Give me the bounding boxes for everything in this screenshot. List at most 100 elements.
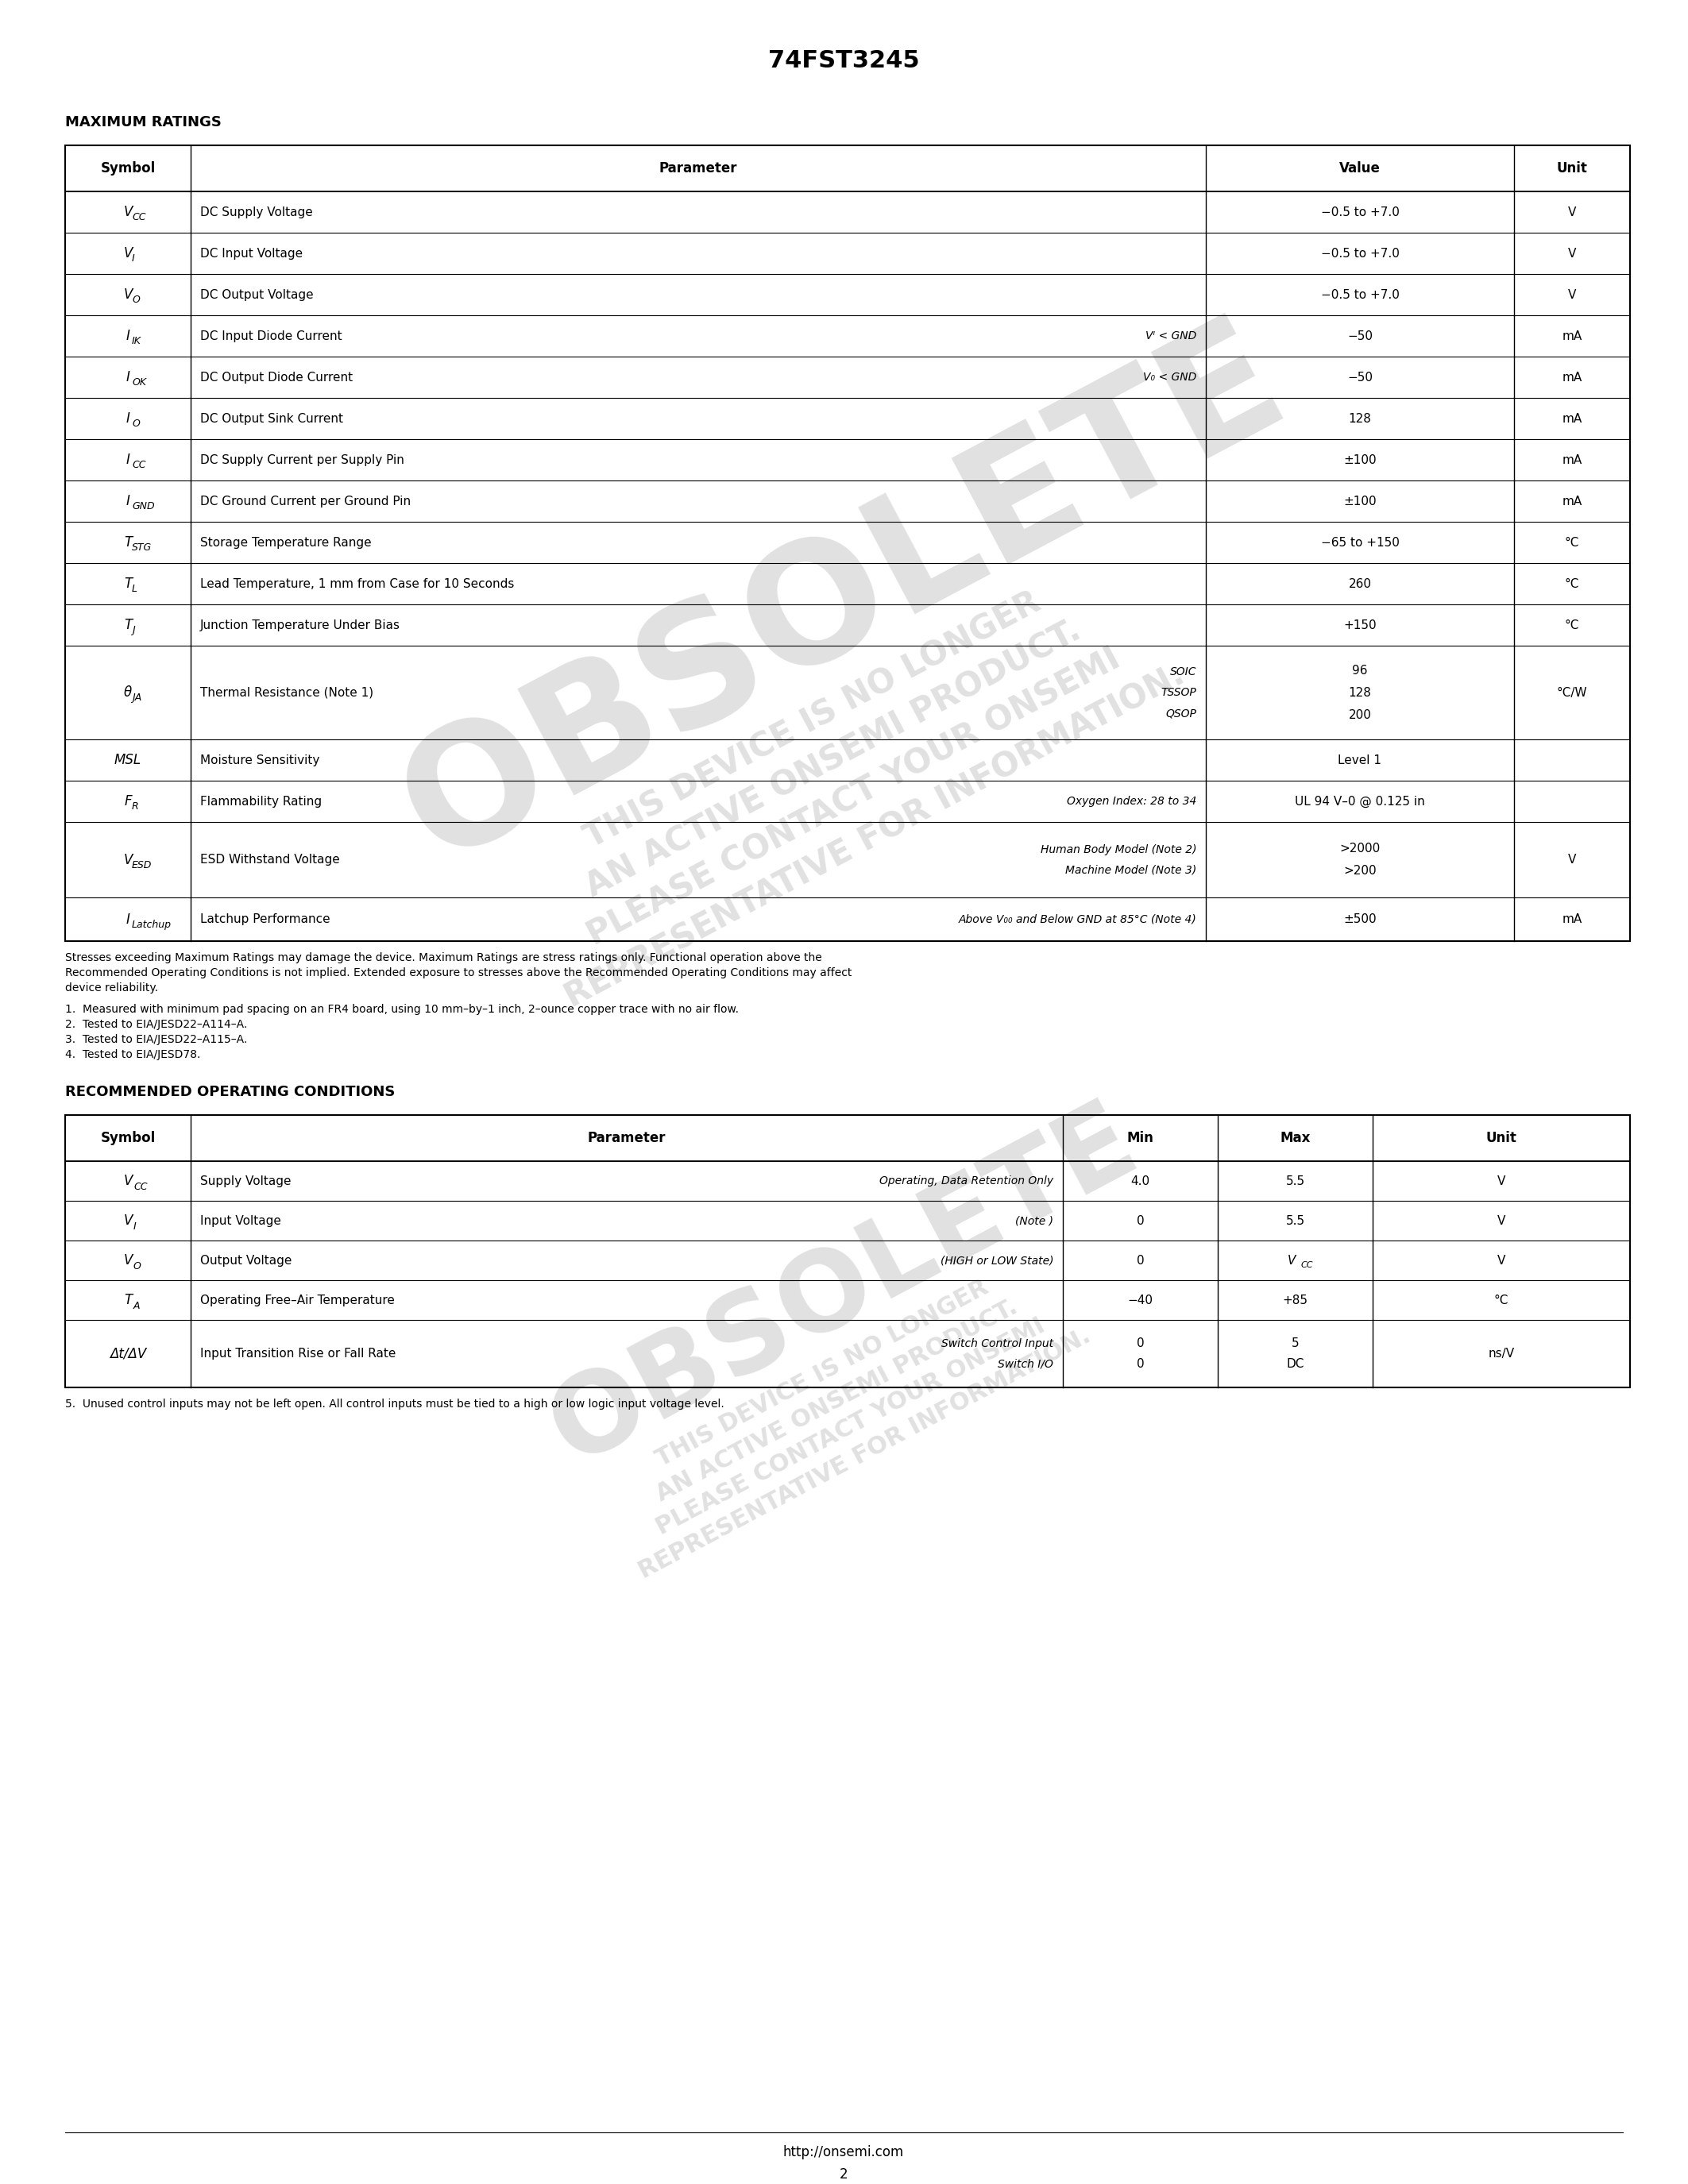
Text: 74FST3245: 74FST3245: [768, 50, 920, 72]
Text: mA: mA: [1561, 371, 1582, 382]
Text: JA: JA: [132, 692, 142, 703]
Text: 4.  Tested to EIA/JESD78.: 4. Tested to EIA/JESD78.: [66, 1048, 201, 1059]
Text: 0: 0: [1136, 1254, 1144, 1267]
Text: ns/V: ns/V: [1489, 1348, 1514, 1361]
Text: +150: +150: [1344, 618, 1376, 631]
Text: V: V: [1497, 1214, 1506, 1227]
Text: DC Supply Voltage: DC Supply Voltage: [201, 205, 312, 218]
Text: V: V: [123, 1214, 132, 1227]
Text: CC: CC: [132, 212, 145, 223]
Text: °C: °C: [1565, 579, 1580, 590]
Text: V: V: [1497, 1254, 1506, 1267]
Text: V: V: [123, 247, 132, 260]
Text: Supply Voltage: Supply Voltage: [201, 1175, 290, 1186]
Text: J: J: [132, 625, 135, 636]
Text: CC: CC: [1301, 1260, 1313, 1269]
Text: I: I: [127, 452, 130, 467]
Text: Human Body Model (Note 2): Human Body Model (Note 2): [1040, 843, 1197, 854]
Text: Oxygen Index: 28 to 34: Oxygen Index: 28 to 34: [1067, 795, 1197, 806]
Text: 260: 260: [1349, 579, 1371, 590]
Text: 200: 200: [1349, 710, 1371, 721]
Text: θ: θ: [123, 686, 132, 699]
Text: DC Output Sink Current: DC Output Sink Current: [201, 413, 343, 424]
Text: Unit: Unit: [1556, 162, 1587, 175]
Text: OK: OK: [132, 378, 147, 387]
Text: device reliability.: device reliability.: [66, 983, 159, 994]
Text: 0: 0: [1136, 1358, 1144, 1369]
Text: Δt/ΔV: Δt/ΔV: [110, 1348, 147, 1361]
Text: STG: STG: [132, 542, 152, 553]
Text: V: V: [1497, 1175, 1506, 1186]
Text: V₀ < GND: V₀ < GND: [1143, 371, 1197, 382]
Text: IK: IK: [132, 336, 142, 347]
Text: Parameter: Parameter: [587, 1131, 665, 1144]
Text: −0.5 to +7.0: −0.5 to +7.0: [1320, 288, 1399, 301]
Text: RECOMMENDED OPERATING CONDITIONS: RECOMMENDED OPERATING CONDITIONS: [66, 1085, 395, 1099]
Text: I: I: [132, 253, 135, 264]
Text: Recommended Operating Conditions is not implied. Extended exposure to stresses a: Recommended Operating Conditions is not …: [66, 968, 852, 978]
Text: Output Voltage: Output Voltage: [201, 1254, 292, 1267]
Text: I: I: [133, 1221, 137, 1232]
Text: Stresses exceeding Maximum Ratings may damage the device. Maximum Ratings are st: Stresses exceeding Maximum Ratings may d…: [66, 952, 822, 963]
Text: V: V: [123, 288, 132, 301]
Text: V: V: [123, 205, 132, 218]
Text: °C: °C: [1494, 1295, 1509, 1306]
Text: Symbol: Symbol: [100, 1131, 155, 1144]
Text: mA: mA: [1561, 496, 1582, 507]
Text: V: V: [1568, 247, 1577, 260]
Text: I: I: [127, 411, 130, 426]
Text: Switch Control Input: Switch Control Input: [942, 1339, 1053, 1350]
Text: mA: mA: [1561, 454, 1582, 465]
Text: −0.5 to +7.0: −0.5 to +7.0: [1320, 205, 1399, 218]
Text: −50: −50: [1347, 371, 1372, 382]
Text: Storage Temperature Range: Storage Temperature Range: [201, 537, 371, 548]
Text: Switch I/O: Switch I/O: [998, 1358, 1053, 1369]
Text: 4.0: 4.0: [1131, 1175, 1150, 1186]
Text: +85: +85: [1283, 1295, 1308, 1306]
Text: DC Output Voltage: DC Output Voltage: [201, 288, 314, 301]
Text: DC Supply Current per Supply Pin: DC Supply Current per Supply Pin: [201, 454, 403, 465]
Text: Input Transition Rise or Fall Rate: Input Transition Rise or Fall Rate: [201, 1348, 397, 1361]
Text: 2: 2: [839, 2167, 847, 2182]
Text: V: V: [1568, 205, 1577, 218]
Text: ±100: ±100: [1344, 454, 1376, 465]
Text: O: O: [133, 1260, 142, 1271]
Text: Symbol: Symbol: [100, 162, 155, 175]
Text: T: T: [123, 1293, 132, 1308]
Text: DC Ground Current per Ground Pin: DC Ground Current per Ground Pin: [201, 496, 410, 507]
Text: V: V: [123, 852, 132, 867]
Text: CC: CC: [133, 1182, 147, 1192]
Text: Moisture Sensitivity: Moisture Sensitivity: [201, 753, 319, 767]
Text: −50: −50: [1347, 330, 1372, 343]
Text: O: O: [132, 295, 140, 306]
Text: mA: mA: [1561, 413, 1582, 424]
Text: Latchup Performance: Latchup Performance: [201, 913, 331, 926]
Text: OBSOLETE: OBSOLETE: [376, 297, 1310, 895]
Text: I: I: [127, 494, 130, 509]
Text: 96: 96: [1352, 664, 1367, 677]
Text: Max: Max: [1280, 1131, 1310, 1144]
Text: °C: °C: [1565, 618, 1580, 631]
Text: Machine Model (Note 3): Machine Model (Note 3): [1065, 865, 1197, 876]
Text: TSSOP: TSSOP: [1161, 688, 1197, 699]
Text: ESD: ESD: [132, 860, 152, 869]
Text: Unit: Unit: [1485, 1131, 1518, 1144]
Text: V: V: [1568, 288, 1577, 301]
Bar: [66, 1116, 1631, 1387]
Text: Latchup: Latchup: [132, 919, 172, 930]
Text: I: I: [127, 330, 130, 343]
Text: CC: CC: [132, 461, 145, 470]
Text: SOIC: SOIC: [1170, 666, 1197, 677]
Text: L: L: [132, 583, 137, 594]
Text: °C/W: °C/W: [1556, 686, 1587, 699]
Bar: [66, 146, 1631, 941]
Text: 0: 0: [1136, 1214, 1144, 1227]
Text: Min: Min: [1128, 1131, 1155, 1144]
Text: R: R: [132, 802, 138, 812]
Text: 128: 128: [1349, 686, 1371, 699]
Text: ESD Withstand Voltage: ESD Withstand Voltage: [201, 854, 339, 865]
Text: >200: >200: [1344, 865, 1376, 876]
Text: 0: 0: [1136, 1337, 1144, 1350]
Text: T: T: [123, 577, 132, 592]
Text: OBSOLETE: OBSOLETE: [533, 1088, 1155, 1485]
